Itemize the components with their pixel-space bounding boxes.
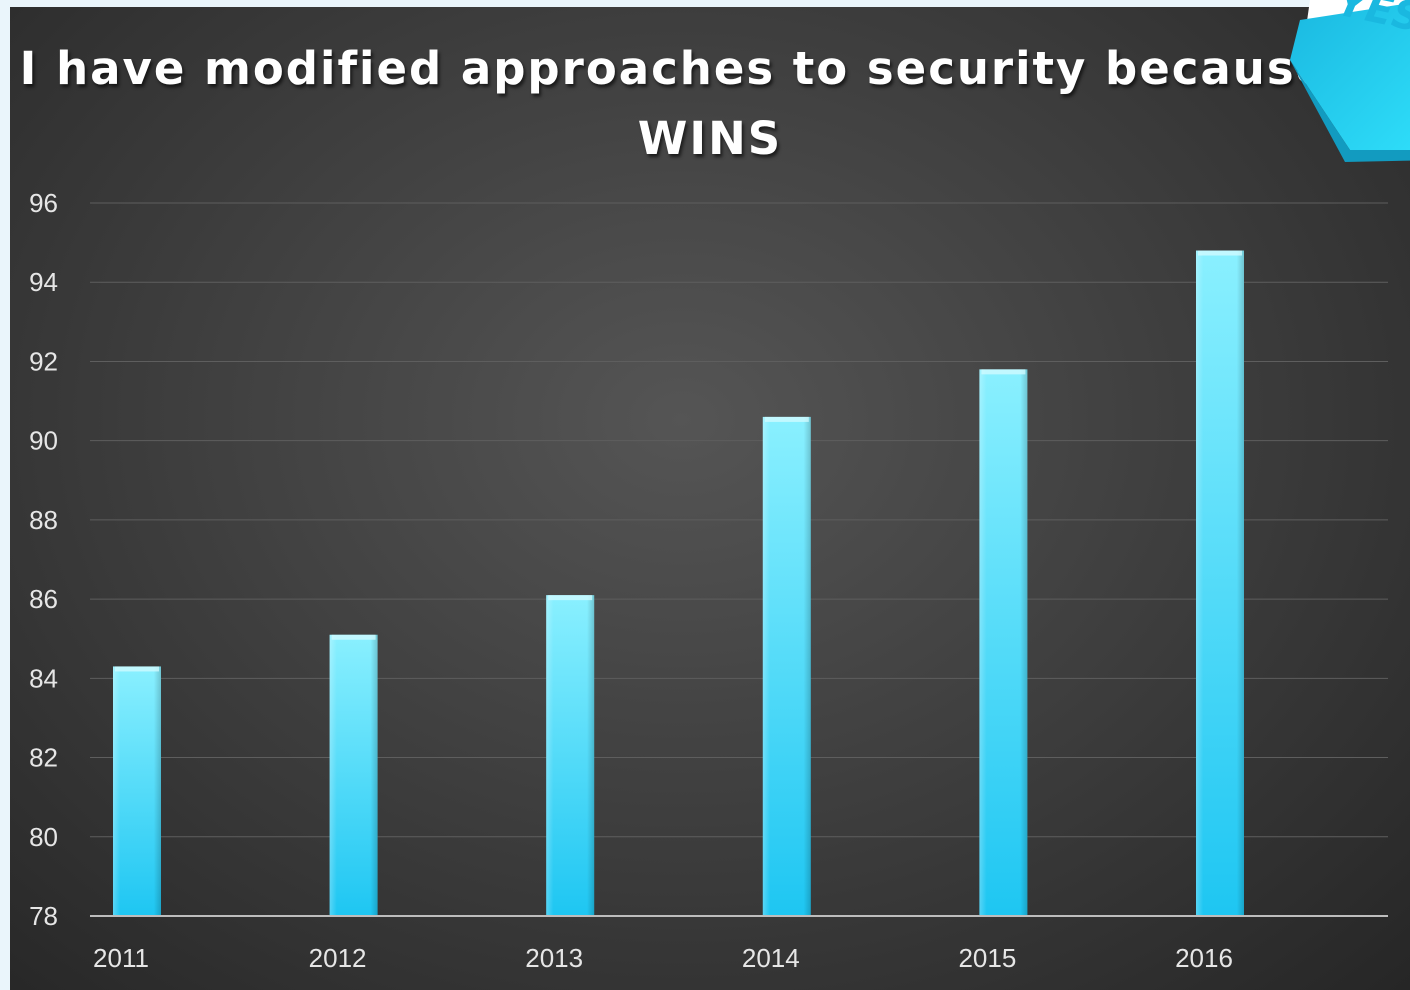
y-tick-label: 78 (29, 901, 58, 931)
bars (113, 250, 1244, 917)
x-tick-label: 2016 (1175, 943, 1233, 973)
badge-edge (1290, 60, 1410, 162)
x-axis: 2011 2012 2013 2014 2015 2016 (90, 915, 1388, 973)
bar-highlight (115, 666, 159, 672)
y-tick-label: 90 (29, 426, 58, 456)
x-tick-label: 2013 (525, 943, 583, 973)
y-tick-label: 94 (29, 267, 58, 297)
bar-highlight (981, 369, 1026, 375)
y-tick-label: 84 (29, 663, 58, 693)
y-tick-label: 88 (29, 505, 58, 535)
y-tick-label: 82 (29, 743, 58, 773)
bar-shading (979, 369, 1028, 916)
bar-highlight (331, 634, 376, 640)
bar-highlight (548, 595, 593, 601)
chart-title: I have modified approaches to security b… (19, 42, 1401, 165)
y-tick-label: 80 (29, 822, 58, 852)
y-tick-label: 86 (29, 584, 58, 614)
gridlines (90, 202, 1388, 838)
bar-shading (329, 634, 378, 916)
bar-highlight (764, 416, 809, 422)
bar-shading (762, 416, 811, 916)
x-tick-label: 2015 (958, 943, 1016, 973)
bar-shading (1196, 250, 1244, 917)
bar-shading (113, 666, 161, 916)
badge-body (1290, 3, 1410, 150)
y-tick-label: 96 (29, 188, 58, 218)
x-tick-label: 2011 (93, 943, 149, 973)
x-tick-label: 2012 (309, 943, 367, 973)
bar-shading (546, 595, 595, 916)
y-tick-label: 92 (29, 346, 58, 376)
y-axis: 78 80 82 84 86 88 90 92 94 96 (29, 188, 58, 931)
chart-panel (10, 7, 1410, 990)
x-tick-label: 2014 (742, 943, 800, 973)
bar-highlight (1198, 250, 1242, 256)
